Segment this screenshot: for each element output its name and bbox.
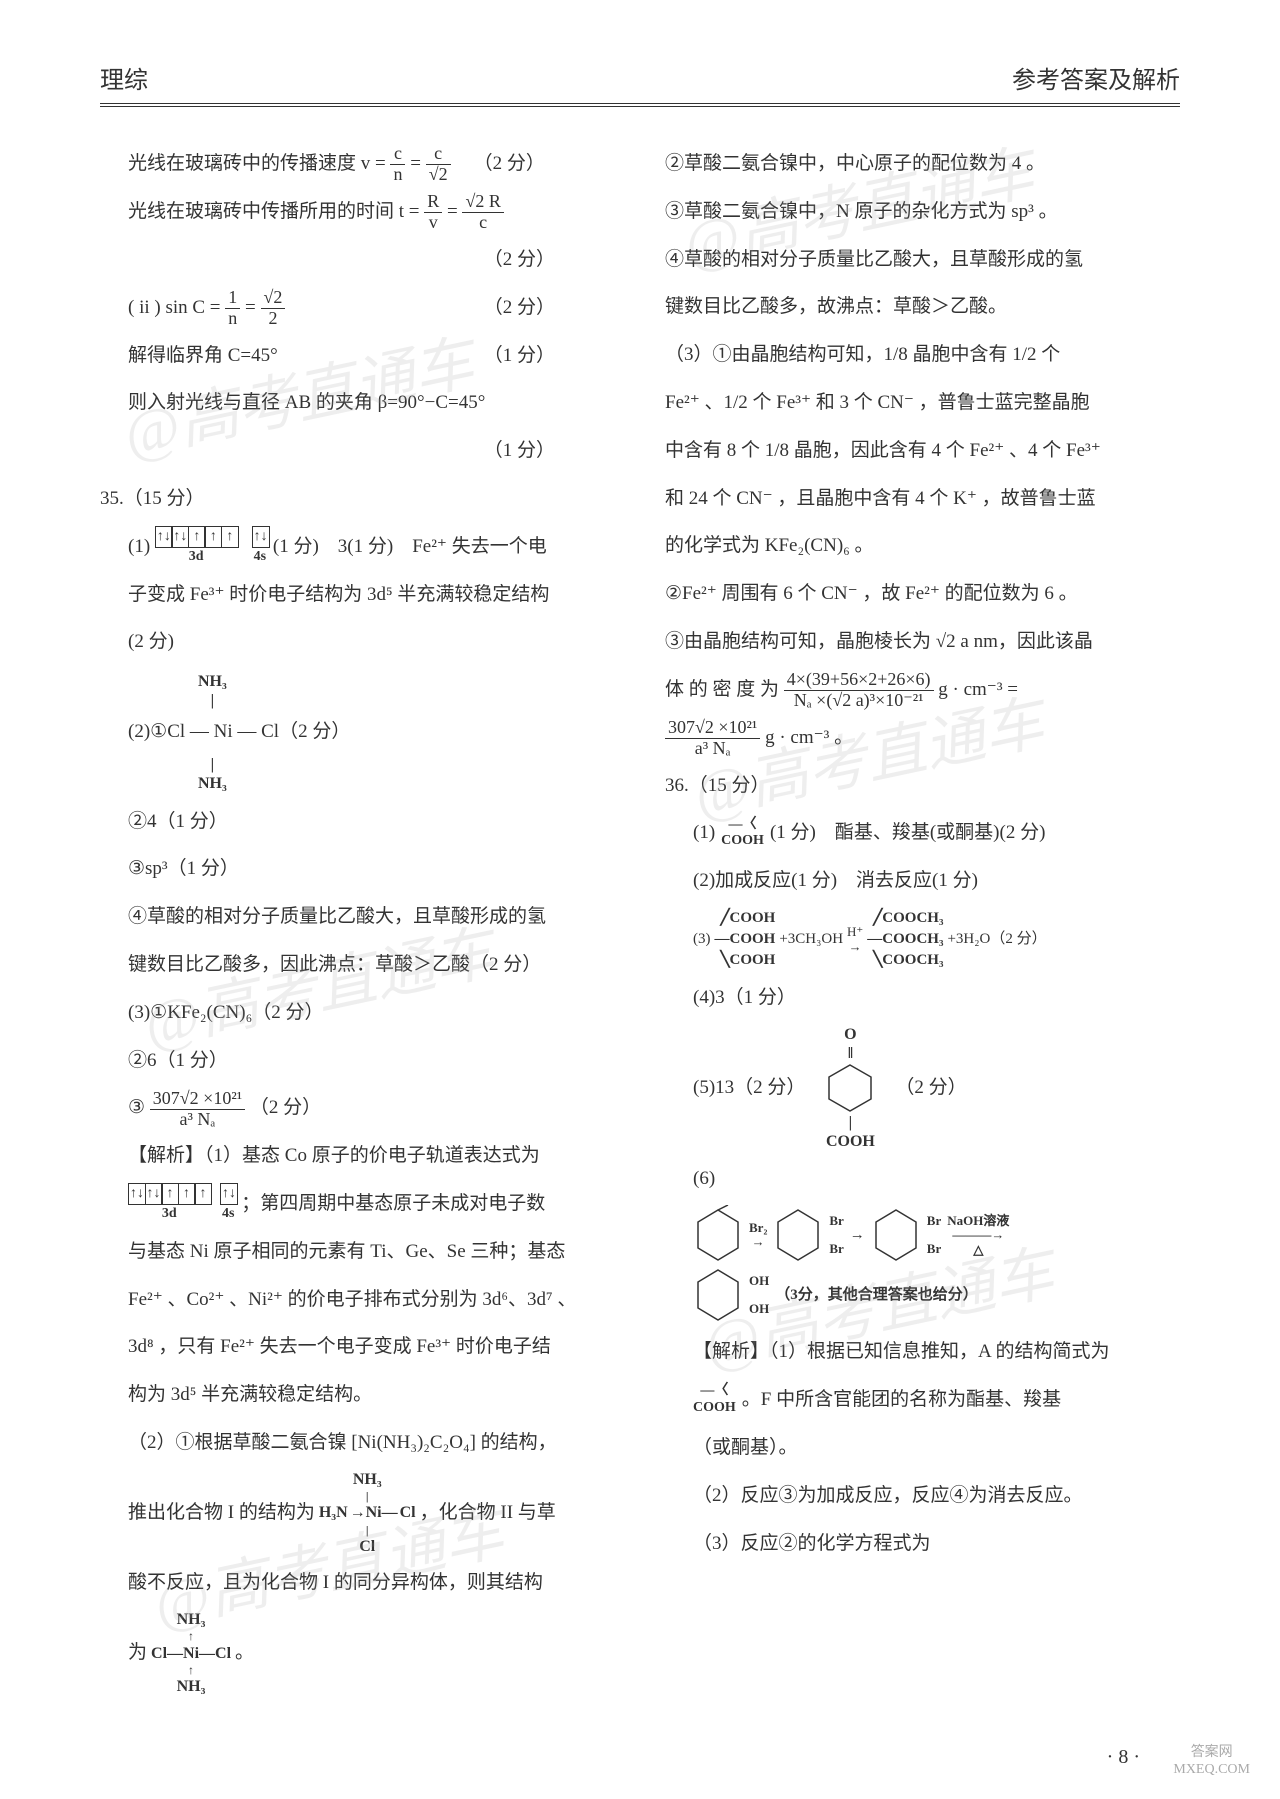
- ring-icon: [871, 1205, 921, 1265]
- corner-logo: 答案网 MXEQ.COM: [1173, 1745, 1250, 1779]
- r4e: 的化学式为 KFe₂(CN)₆ 。: [665, 525, 1180, 567]
- q35-3-1: (3)①KFe₂(CN)₆（2 分）: [100, 992, 615, 1034]
- bicyclic-br-icon: [773, 1205, 823, 1265]
- r3b: 键数目比乙酸多，故沸点：草酸＞乙酸。: [665, 286, 1180, 328]
- q35-2-4a: ④草酸的相对分子质量比乙酸大，且草酸形成的氢: [100, 896, 615, 938]
- r4a: （3）①由晶胞结构可知，1/8 晶胞中含有 1/2 个: [665, 334, 1180, 376]
- line-time-pts: （2 分）: [100, 239, 615, 281]
- r6b: 体 的 密 度 为 4×(39+56×2+26×6)Nₐ ×(√2 a)³×10…: [665, 669, 1180, 711]
- ra1-struct: —〈 COOH 。F 中所含官能团的名称为酯基、羧基: [665, 1379, 1180, 1421]
- page-number: · 8 ·: [1107, 1746, 1140, 1769]
- a1f: 构为 3d⁵ 半充满较稳定结构。: [100, 1374, 615, 1416]
- a1e: 3d⁸ ，只有 Fe²⁺ 失去一个电子变成 Fe³⁺ 时价电子结: [100, 1326, 615, 1368]
- q35-2-struct: NH₃ | (2)①Cl — Ni — Cl（2 分） | NH₃: [100, 669, 615, 794]
- q35-1c: 子变成 Fe³⁺ 时价电子结构为 3d⁵ 半充满较稳定结构: [100, 574, 615, 616]
- line-beta: 则入射光线与直径 AB 的夹角 β=90°−C=45°: [100, 382, 615, 424]
- q36-6-scheme: Br₂→ BrBr → BrBr NaOH溶液———→△: [665, 1205, 1180, 1265]
- r5: ②Fe²⁺ 周围有 6 个 CN⁻ ，故 Fe²⁺ 的配位数为 6 。: [665, 573, 1180, 615]
- r2: ③草酸二氨合镍中，N 原子的杂化方式为 sp³ 。: [665, 191, 1180, 233]
- q36-6-scheme2: OHOH （3分，其他合理答案也给分）: [665, 1265, 1180, 1325]
- analysis-head: 【解析】（1）基态 Co 原子的价电子轨道表达式为: [100, 1135, 615, 1177]
- a2e-line: 为 NH₃↑ Cl—Ni—Cl ↑NH₃ 。: [100, 1610, 615, 1696]
- q35-2-4b: 键数目比乙酸多，因此沸点：草酸＞乙酸（2 分）: [100, 944, 615, 986]
- r3a: ④草酸的相对分子质量比乙酸大，且草酸形成的氢: [665, 239, 1180, 281]
- r4d: 和 24 个 CN⁻ ，且晶胞中含有 4 个 K⁺ ，故普鲁士蓝: [665, 478, 1180, 520]
- q35-2-2: ②4（1 分）: [100, 801, 615, 843]
- ra3: （3）反应②的化学方程式为: [665, 1523, 1180, 1565]
- line-time: 光线在玻璃砖中传播所用的时间 t = Rv = √2 Rc: [100, 191, 615, 233]
- q35-head: 35.（15 分）: [100, 478, 615, 520]
- r1: ②草酸二氨合镍中，中心原子的配位数为 4 。: [665, 143, 1180, 185]
- r4c: 中含有 8 个 1/8 晶胞，因此含有 4 个 Fe²⁺ 、4 个 Fe³⁺: [665, 430, 1180, 472]
- q36-6: (6): [665, 1158, 1180, 1200]
- ra1c: （或酮基）。: [665, 1427, 1180, 1469]
- line-beta-pts: （1 分）: [100, 430, 615, 472]
- line-critical: 解得临界角 C=45° （1 分）: [100, 335, 615, 377]
- a2d: 酸不反应，且为化合物 I 的同分异构体，则其结构: [100, 1562, 615, 1604]
- a1-orbital: ↑↓↑↓↑↑↑ 3d ↑↓ 4s ；第四周期中基态原子未成对电子数: [100, 1183, 615, 1225]
- left-column: 光线在玻璃砖中的传播速度 v = cn = c√2 （2 分） 光线在玻璃砖中传…: [100, 137, 615, 1696]
- ring-oh-icon: [693, 1265, 743, 1325]
- r6a: ③由晶胞结构可知，晶胞棱长为 √2 a nm，因此该晶: [665, 621, 1180, 663]
- q36-head: 36.（15 分）: [665, 765, 1180, 807]
- line-speed: 光线在玻璃砖中的传播速度 v = cn = c√2 （2 分）: [100, 143, 615, 185]
- r6d: 307√2 ×10²¹a³ Nₐ g · cm⁻³ 。: [665, 717, 1180, 759]
- q35-3-2: ②6（1 分）: [100, 1040, 615, 1082]
- q36-1: (1) —〈 COOH (1 分) 酯基、羧基(或酮基)(2 分): [665, 812, 1180, 854]
- a1d: Fe²⁺ 、Co²⁺ 、Ni²⁺ 的价电子排布式分别为 3d⁶、3d⁷ 、: [100, 1279, 615, 1321]
- q36-3: (3) ╱COOH —COOH ╲COOH +3CH₃OH H⁺→ ╱COOCH…: [665, 908, 1180, 971]
- q36-5: (5)13（2 分） O ‖ | COOH （2 分）: [665, 1025, 1180, 1152]
- a1c: 与基态 Ni 原子相同的元素有 Ti、Ge、Se 三种；基态: [100, 1231, 615, 1273]
- bicyclic-icon: [693, 1205, 743, 1265]
- ra-head: 【解析】（1）根据已知信息推知，A 的结构简式为: [665, 1331, 1180, 1373]
- a2b-line: 推出化合物 I 的结构为 NH₃| H₃N→Ni—Cl |Cl ，化合物 II …: [100, 1470, 615, 1556]
- right-column: ②草酸二氨合镍中，中心原子的配位数为 4 。 ③草酸二氨合镍中，N 原子的杂化方…: [665, 137, 1180, 1696]
- a2a: （2）①根据草酸二氨合镍 [Ni(NH₃)₂C₂O₄] 的结构，: [100, 1422, 615, 1464]
- r4b: Fe²⁺ 、1/2 个 Fe³⁺ 和 3 个 CN⁻ ，普鲁士蓝完整晶胞: [665, 382, 1180, 424]
- content-columns: 光线在玻璃砖中的传播速度 v = cn = c√2 （2 分） 光线在玻璃砖中传…: [100, 137, 1180, 1696]
- line-sinc: ( ii ) sin C = 1n = √22 （2 分）: [100, 287, 615, 329]
- hexagon-icon: [825, 1063, 875, 1113]
- q36-2: (2)加成反应(1 分) 消去反应(1 分): [665, 860, 1180, 902]
- q35-1: (1) ↑↓↑↓↑↑↑ 3d ↑↓ 4s (1 分) 3(1 分) Fe²⁺ 失…: [100, 526, 615, 568]
- q36-4: (4)3（1 分）: [665, 977, 1180, 1019]
- header-right: 参考答案及解析: [1012, 60, 1180, 95]
- ra2: （2）反应③为加成反应，反应④为消去反应。: [665, 1475, 1180, 1517]
- q35-2-3: ③sp³（1 分）: [100, 848, 615, 890]
- header-left: 理综: [100, 60, 148, 95]
- page-header: 理综 参考答案及解析: [100, 60, 1180, 107]
- q35-1pts: (2 分): [100, 621, 615, 663]
- q35-3-3: ③ 307√2 ×10²¹a³ Nₐ （2 分）: [100, 1087, 615, 1129]
